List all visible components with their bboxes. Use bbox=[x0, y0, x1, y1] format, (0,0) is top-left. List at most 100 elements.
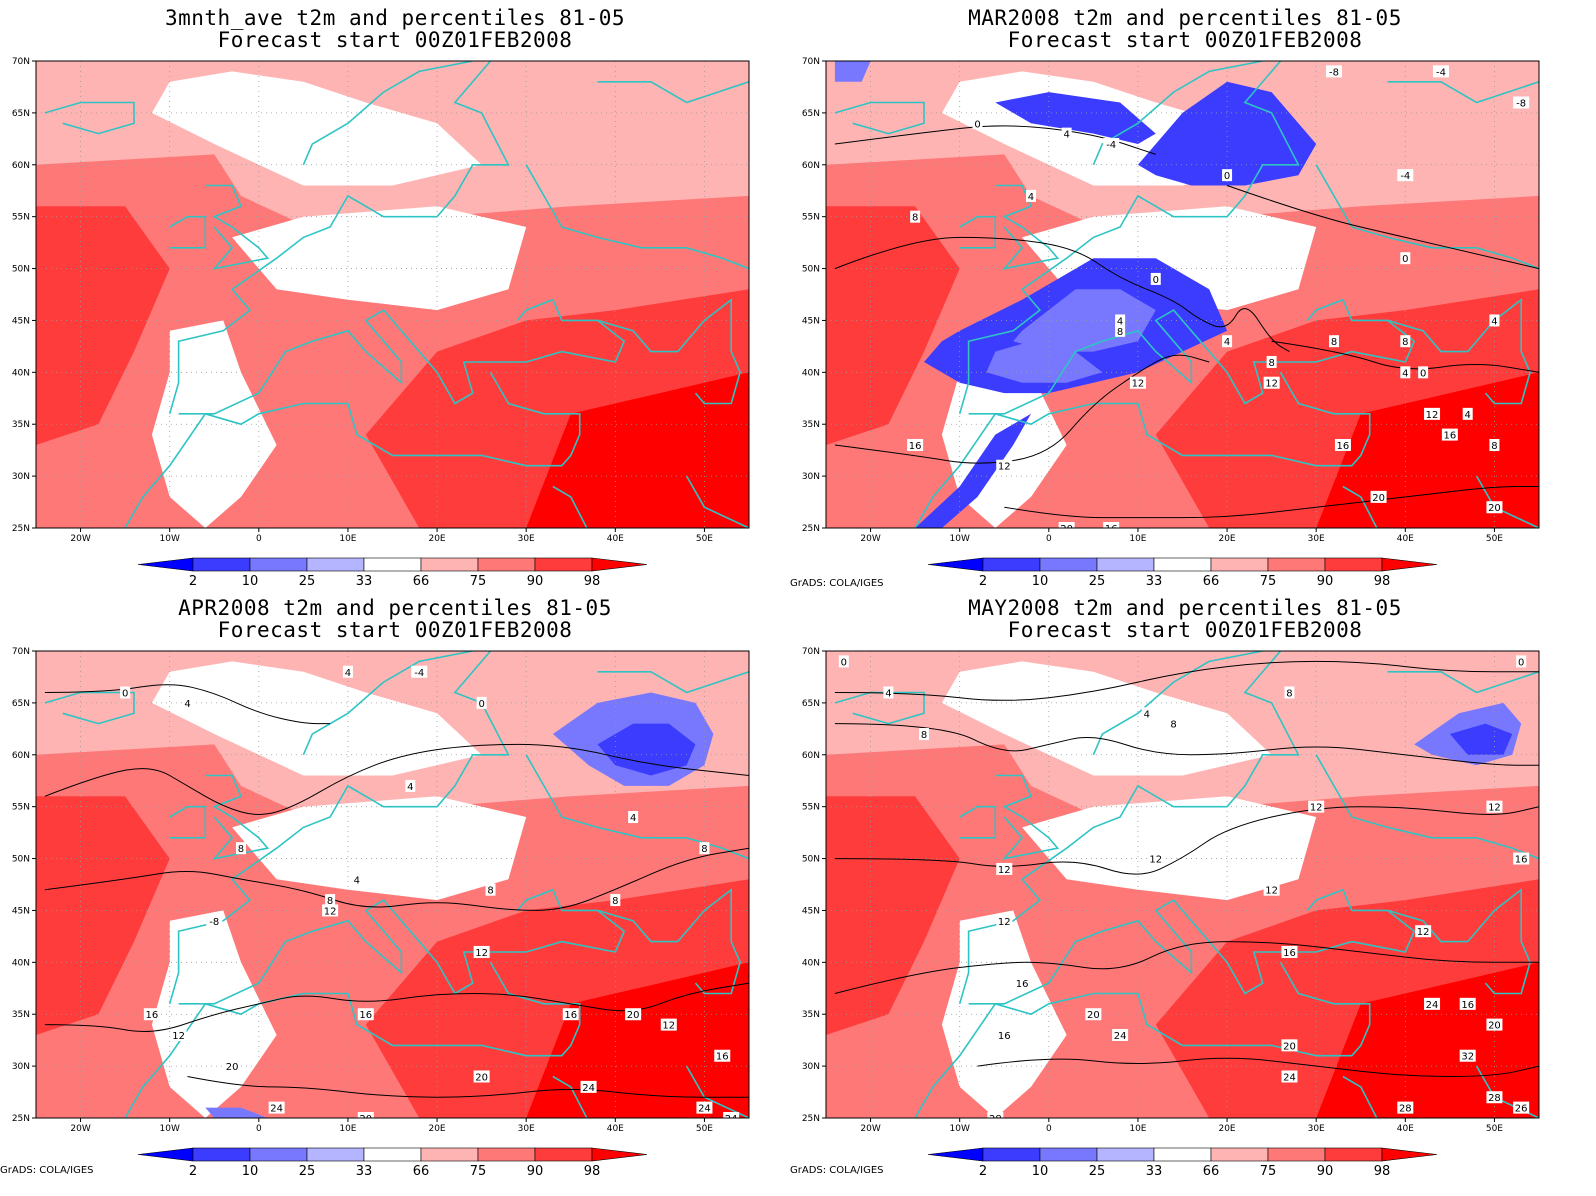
lat-tick-label: 30N bbox=[12, 1062, 30, 1072]
contour-label-bg bbox=[580, 1080, 597, 1093]
colorbar-segment bbox=[1267, 557, 1326, 572]
colorbar-segment bbox=[420, 557, 479, 572]
contour-label: 12 bbox=[322, 904, 339, 917]
contour-label-bg bbox=[1334, 438, 1351, 451]
coastline bbox=[178, 888, 626, 1005]
isotherm-contour bbox=[44, 847, 749, 911]
contour-label: 4 bbox=[1025, 189, 1036, 203]
cold-percentile-area bbox=[597, 723, 696, 776]
contour-label-bg bbox=[699, 842, 710, 855]
lat-tick-label: 65N bbox=[802, 699, 820, 709]
contour-label-bg bbox=[987, 1112, 1004, 1118]
contour-label-text: -8 bbox=[1516, 99, 1526, 110]
colorbar-segment bbox=[420, 1147, 479, 1162]
contour-label-bg bbox=[1432, 65, 1449, 78]
contour-label-text: 32 bbox=[1461, 1052, 1474, 1063]
contour-label-bg bbox=[357, 1008, 374, 1021]
lon-tick-label: 40E bbox=[1397, 1124, 1414, 1134]
contour-label: 16 bbox=[714, 1049, 731, 1063]
contour-label-text: 0 bbox=[974, 119, 980, 130]
coastline bbox=[44, 691, 135, 725]
coastline bbox=[685, 475, 749, 528]
colorbar-segment bbox=[306, 557, 365, 572]
contour-label-text: 24 bbox=[1283, 1072, 1296, 1083]
coastline bbox=[1387, 671, 1539, 694]
contour-label-text: 8 bbox=[238, 844, 244, 855]
contour-label: 4 bbox=[1141, 707, 1152, 720]
contour-label: 28 bbox=[987, 1112, 1004, 1118]
contour-label-text: 16 bbox=[1105, 524, 1118, 535]
contour-label: 8 bbox=[1168, 717, 1179, 731]
contour-label-bg bbox=[206, 914, 223, 927]
contour-label: 26 bbox=[1513, 1101, 1530, 1115]
coastline bbox=[1387, 319, 1468, 353]
contour-label: 20 bbox=[1486, 1018, 1503, 1032]
contour-label-text: 16 bbox=[1016, 979, 1029, 990]
contour-label-text: 8 bbox=[487, 886, 493, 897]
contour-label: 4 bbox=[1061, 127, 1072, 141]
lat-tick-label: 55N bbox=[802, 213, 820, 223]
contour-label-bg bbox=[1326, 65, 1343, 78]
percentile-shading bbox=[941, 910, 1067, 1118]
map-area: 0 0 4 8 4 8 8 12 12 16 12 12 12 12 16 12 16 20 24 16 20 24 16 2… bbox=[826, 651, 1539, 1118]
coastline bbox=[525, 164, 749, 270]
contour-label-bg bbox=[170, 1028, 187, 1041]
contour-label-bg bbox=[1103, 138, 1120, 151]
contour-label-text: 12 bbox=[324, 906, 337, 917]
colorbar-segment bbox=[982, 557, 1041, 572]
colorbar-segment bbox=[1324, 557, 1383, 572]
contour-label: 0 bbox=[476, 696, 487, 710]
isotherm-contour bbox=[834, 236, 1290, 353]
contour-label-bg bbox=[562, 1008, 579, 1021]
contour-label: 4 bbox=[1489, 314, 1500, 327]
colorbar-label: 33 bbox=[356, 1164, 373, 1179]
contour-label: 8 bbox=[910, 210, 921, 224]
contour-label: 20 bbox=[1058, 522, 1075, 528]
contour-label-text: 4 bbox=[1028, 192, 1034, 203]
contour-label-bg bbox=[342, 665, 353, 678]
coastline bbox=[958, 651, 1300, 1005]
contour-label-bg bbox=[1441, 428, 1458, 441]
isotherm-contour bbox=[1226, 185, 1539, 270]
lat-tick-label: 30N bbox=[12, 472, 30, 482]
contour-label-bg bbox=[1058, 522, 1075, 528]
contour-label-bg bbox=[972, 117, 983, 130]
colorbar-label: 90 bbox=[527, 1164, 544, 1179]
contour-label: 8 bbox=[1115, 324, 1126, 338]
contour-label: 20 bbox=[357, 1112, 374, 1118]
grads-credit: GrADS: COLA/IGES bbox=[0, 1165, 94, 1176]
lon-tick-label: 40E bbox=[607, 534, 624, 544]
contour-label: 8 bbox=[610, 894, 621, 907]
coastline bbox=[1342, 485, 1378, 528]
contour-label-text: 16 bbox=[1461, 1000, 1474, 1011]
colorbar-label: 25 bbox=[299, 574, 316, 589]
contour-label: 12 bbox=[996, 862, 1013, 876]
contour-label-text: 16 bbox=[1283, 948, 1296, 959]
colorbar-arrow-right bbox=[591, 1147, 648, 1162]
colorbar-segment bbox=[363, 557, 422, 572]
colorbar-segment bbox=[1096, 557, 1155, 572]
lon-tick-label: 30E bbox=[518, 1124, 535, 1134]
colorbar-segment bbox=[477, 1147, 536, 1162]
contour-label: 8 bbox=[1489, 438, 1500, 452]
contour-label: 20 bbox=[625, 1008, 642, 1021]
lat-tick-label: 35N bbox=[802, 420, 820, 430]
contour-label: 0 bbox=[1222, 169, 1233, 182]
isotherm-contour bbox=[834, 941, 1539, 994]
lat-tick-label: 25N bbox=[802, 1114, 820, 1124]
colorbar-label: 90 bbox=[527, 574, 544, 589]
contour-label-bg bbox=[485, 883, 496, 896]
contour-label-bg bbox=[351, 873, 362, 886]
coastline bbox=[1342, 1075, 1378, 1118]
contour-label-bg bbox=[660, 1018, 677, 1031]
colorbar-segment bbox=[1039, 557, 1098, 572]
contour-label-bg bbox=[1400, 366, 1411, 379]
contour-label-text: 0 bbox=[1402, 254, 1408, 265]
contour-label: 24 bbox=[723, 1112, 740, 1118]
colorbar-segment bbox=[1210, 1147, 1269, 1162]
lon-tick-label: 10E bbox=[339, 1124, 356, 1134]
contour-label-bg bbox=[1263, 376, 1280, 389]
coastline bbox=[168, 61, 510, 415]
panel-subtitle: Forecast start 00Z01FEB2008 bbox=[1007, 28, 1363, 52]
contour-label-text: 24 bbox=[1114, 1031, 1127, 1042]
